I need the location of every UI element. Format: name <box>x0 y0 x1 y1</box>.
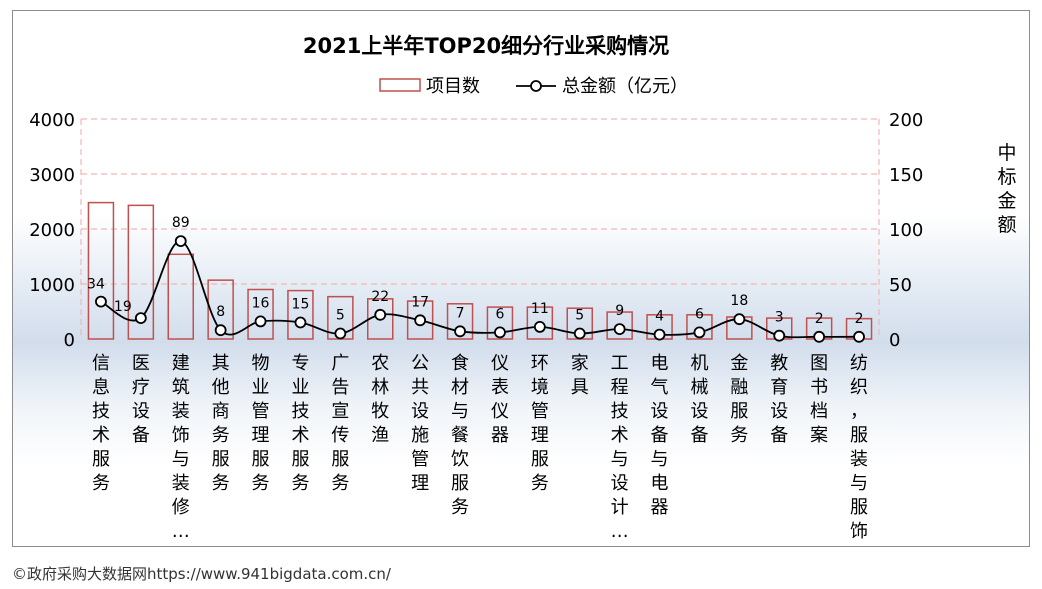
bar <box>406 300 434 340</box>
amount-data-label: 34 <box>87 277 105 293</box>
y-left-tick-label: 4000 <box>29 110 75 131</box>
amount-data-label: 4 <box>655 309 664 325</box>
amount-marker <box>254 315 267 328</box>
source-note: ©政府采购大数据网https://www.941bigdata.com.cn/ <box>12 565 391 583</box>
x-tick-label: 专业技术服务 <box>291 353 309 494</box>
y-right-axis-title-char: 中 <box>997 142 1016 164</box>
amount-marker <box>853 330 865 343</box>
legend-line-marker <box>530 80 542 92</box>
amount-marker <box>693 326 706 339</box>
amount-data-label: 6 <box>495 306 504 322</box>
amount-data-label: 9 <box>615 303 624 319</box>
x-tick-label: 农林牧渔 <box>371 353 389 446</box>
bar <box>606 311 633 340</box>
amount-marker <box>813 330 826 343</box>
amount-marker <box>294 316 307 329</box>
amount-data-label: 2 <box>815 311 824 327</box>
x-tick-label: 物业管理服务 <box>252 353 270 494</box>
y-left-tick-label: 1000 <box>29 275 75 296</box>
amount-marker <box>653 328 666 341</box>
y-right-axis-title-char: 标 <box>997 166 1016 188</box>
amount-marker <box>174 235 187 248</box>
x-tick-label: 环境管理服务 <box>531 353 549 494</box>
x-tick-label: 家具 <box>571 353 589 398</box>
bar <box>287 289 314 340</box>
amount-marker <box>214 324 227 337</box>
y-right-axis-title-char: 额 <box>997 214 1016 236</box>
y-right-tick-label: 0 <box>889 330 900 351</box>
legend-bar-label: 项目数 <box>426 76 480 97</box>
amount-data-label: 8 <box>216 304 225 320</box>
chart-title: 2021上半年TOP20细分行业采购情况 <box>303 34 669 58</box>
x-tick-label: 电气设备与电器 <box>651 353 669 518</box>
y-right-axis-title-char: 金 <box>997 190 1016 212</box>
y-right-tick-label: 200 <box>889 110 923 131</box>
amount-marker <box>573 327 586 340</box>
amount-marker <box>613 323 626 336</box>
x-tick-label: 公共设施管理 <box>411 353 429 494</box>
bar <box>367 298 394 340</box>
x-tick-label: 教育设备 <box>770 353 788 446</box>
amount-marker <box>733 313 746 326</box>
amount-marker <box>533 320 546 333</box>
x-tick-label: 其他商务服务 <box>212 353 230 494</box>
amount-data-label: 7 <box>456 305 465 321</box>
amount-marker <box>374 308 387 321</box>
y-left-tick-label: 3000 <box>29 165 75 186</box>
amount-marker <box>494 326 506 339</box>
legend-line-label: 总金额（亿元） <box>562 76 688 97</box>
amount-data-label: 18 <box>730 293 748 309</box>
amount-marker <box>334 327 347 340</box>
amount-data-label: 22 <box>371 289 389 305</box>
bar <box>526 306 554 340</box>
amount-data-label: 16 <box>252 295 270 311</box>
amount-marker <box>414 314 427 327</box>
bar <box>127 204 155 340</box>
legend-bar-swatch <box>379 78 421 92</box>
y-left-tick-label: 0 <box>64 330 75 351</box>
y-right-tick-label: 150 <box>889 165 923 186</box>
amount-marker <box>95 295 107 308</box>
amount-data-label: 2 <box>855 311 864 327</box>
bar <box>247 288 274 340</box>
x-tick-label: 图书档案 <box>810 353 828 446</box>
y-right-tick-label: 50 <box>889 275 912 296</box>
y-left-tick-label: 2000 <box>29 220 75 241</box>
x-tick-label: 工程技术与设计… <box>611 353 629 542</box>
amount-marker <box>134 312 147 325</box>
x-tick-label: 纺织，服装与服饰 <box>850 353 868 542</box>
x-tick-label: 信息技术服务 <box>92 353 110 494</box>
amount-series-line <box>100 240 860 339</box>
amount-data-label: 5 <box>336 308 345 324</box>
x-tick-label: 广告宣传服务 <box>331 353 349 494</box>
x-tick-label: 金融服务 <box>730 353 748 446</box>
x-tick-label: 仪表仪器 <box>491 353 509 446</box>
bar <box>686 314 713 340</box>
bar <box>446 303 474 340</box>
y-right-tick-label: 100 <box>889 220 923 241</box>
amount-data-label: 3 <box>775 310 784 326</box>
amount-data-label: 15 <box>292 297 310 313</box>
bar <box>207 279 234 340</box>
amount-data-label: 89 <box>172 215 190 231</box>
bar <box>167 253 194 340</box>
x-tick-label: 医疗设备 <box>132 353 150 446</box>
amount-data-label: 19 <box>114 299 132 315</box>
amount-data-label: 5 <box>575 308 584 324</box>
bar <box>486 306 514 340</box>
x-tick-label: 食材与餐饮服务 <box>451 353 469 518</box>
amount-data-label: 6 <box>695 306 704 322</box>
amount-marker <box>773 329 786 342</box>
x-tick-label: 机械设备 <box>690 353 708 446</box>
chart-frame: 2021上半年TOP20细分行业采购情况 项目数 总金额（亿元） 0 1000 2000 3… <box>12 10 1030 547</box>
amount-data-label: 17 <box>411 294 429 310</box>
x-tick-label: 建筑装饰与装修… <box>172 353 190 542</box>
amount-marker <box>454 325 466 338</box>
bar <box>87 201 115 340</box>
amount-data-label: 11 <box>531 301 549 317</box>
